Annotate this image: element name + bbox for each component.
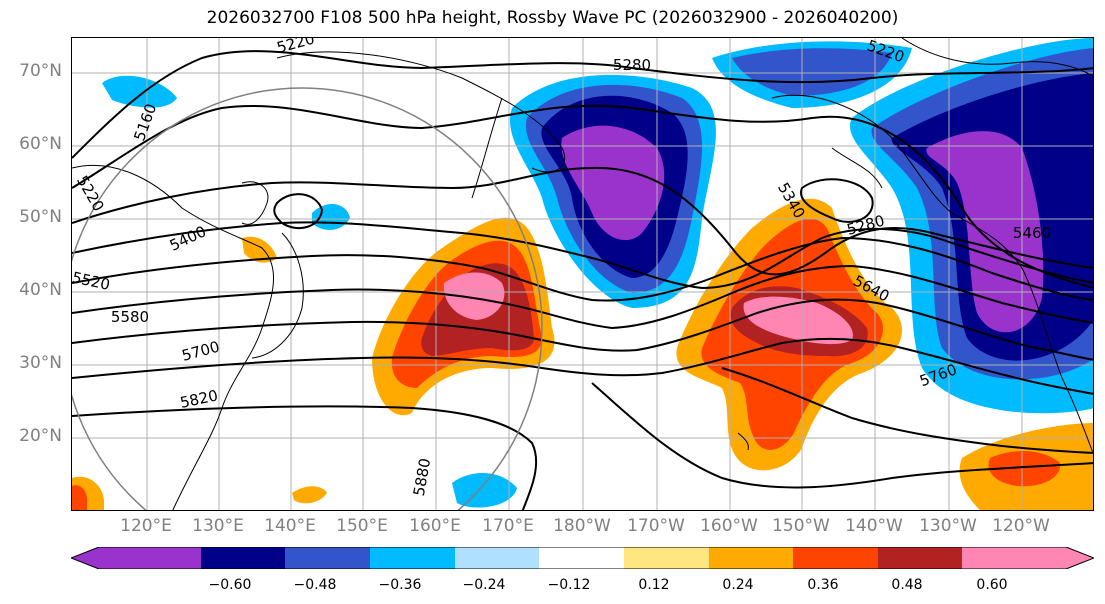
anomaly-region [926,131,1044,333]
colorbar-tick-label: 0.12 [638,577,670,593]
contour-label: 5280 [613,56,651,74]
colorbar-segment [962,547,1094,569]
anomaly-region [292,486,327,504]
lon-label-150e: 150°E [336,516,388,536]
lat-label-50n: 50°N [19,207,62,227]
contour-label: 5880 [410,457,434,498]
contour-label: 5700 [180,338,222,365]
colorbar-segment [455,547,539,569]
colorbar-segment [539,547,624,569]
map-title: 2026032700 F108 500 hPa height, Rossby W… [206,8,899,28]
anomaly-region [988,451,1061,487]
colorbar-segment [793,547,878,569]
colorbar-tick-label: 0.48 [891,577,923,593]
lon-label-160w: 160°W [700,516,758,536]
contour-label: 5580 [111,308,149,326]
lon-label-180w: 180°W [553,516,611,536]
colorbar-tick-label: −0.48 [293,577,337,593]
colorbar-tick-label: 0.24 [722,577,754,593]
colorbar-segment [878,547,962,569]
lon-label-170e: 170°E [482,516,534,536]
contour-label: 5400 [167,222,209,254]
anomaly-region [102,75,177,108]
colorbar-segment [71,547,201,569]
height-contours [72,50,1093,510]
map-plot: 5280 5220 5160 5220 5400 5520 5580 5700 … [72,38,1093,510]
contour-label: 5520 [72,268,112,294]
graticule [72,38,1093,510]
colorbar-tick-label: −0.24 [462,577,506,593]
colorbar-segments [71,547,1094,569]
lon-label-130e: 130°E [192,516,244,536]
anomaly-region [443,272,505,320]
anomaly-region [452,472,517,508]
colorbar-tick-label: −0.36 [378,577,422,593]
lon-label-120w: 120°W [992,516,1050,536]
coastlines [72,38,1093,510]
lon-label-120e: 120°E [120,516,172,536]
colorbar-segment [709,547,793,569]
contour-label: 5280 [845,212,887,239]
map-panel: 5280 5220 5160 5220 5400 5520 5580 5700 … [71,37,1094,511]
colorbar-tick-label: 0.60 [976,577,1008,593]
lat-label-20n: 20°N [19,426,62,446]
negative-anomaly-shading [102,38,1093,508]
colorbar-segment [624,547,709,569]
anomaly-region [72,485,88,510]
colorbar-segment [201,547,285,569]
colorbar [71,547,1094,569]
anomaly-region [312,203,350,230]
anomaly-region [732,48,892,96]
lon-label-140e: 140°E [264,516,316,536]
lat-label-70n: 70°N [19,61,62,81]
colorbar-tick-label: 0.36 [807,577,839,593]
lon-label-140w: 140°W [845,516,903,536]
lat-label-30n: 30°N [19,353,62,373]
colorbar-tick-label: −0.60 [208,577,252,593]
colorbar-segment [285,547,370,569]
lat-label-60n: 60°N [19,134,62,154]
lon-label-160e: 160°E [409,516,461,536]
lat-label-40n: 40°N [19,280,62,300]
colorbar-segment [370,547,455,569]
anomaly-region [561,125,665,241]
lon-label-170w: 170°W [627,516,685,536]
lon-label-150w: 150°W [772,516,830,536]
contour-label: 5460 [1013,224,1051,242]
colorbar-tick-label: −0.12 [547,577,591,593]
lon-label-130w: 130°W [919,516,977,536]
target-region-circle [72,87,543,510]
